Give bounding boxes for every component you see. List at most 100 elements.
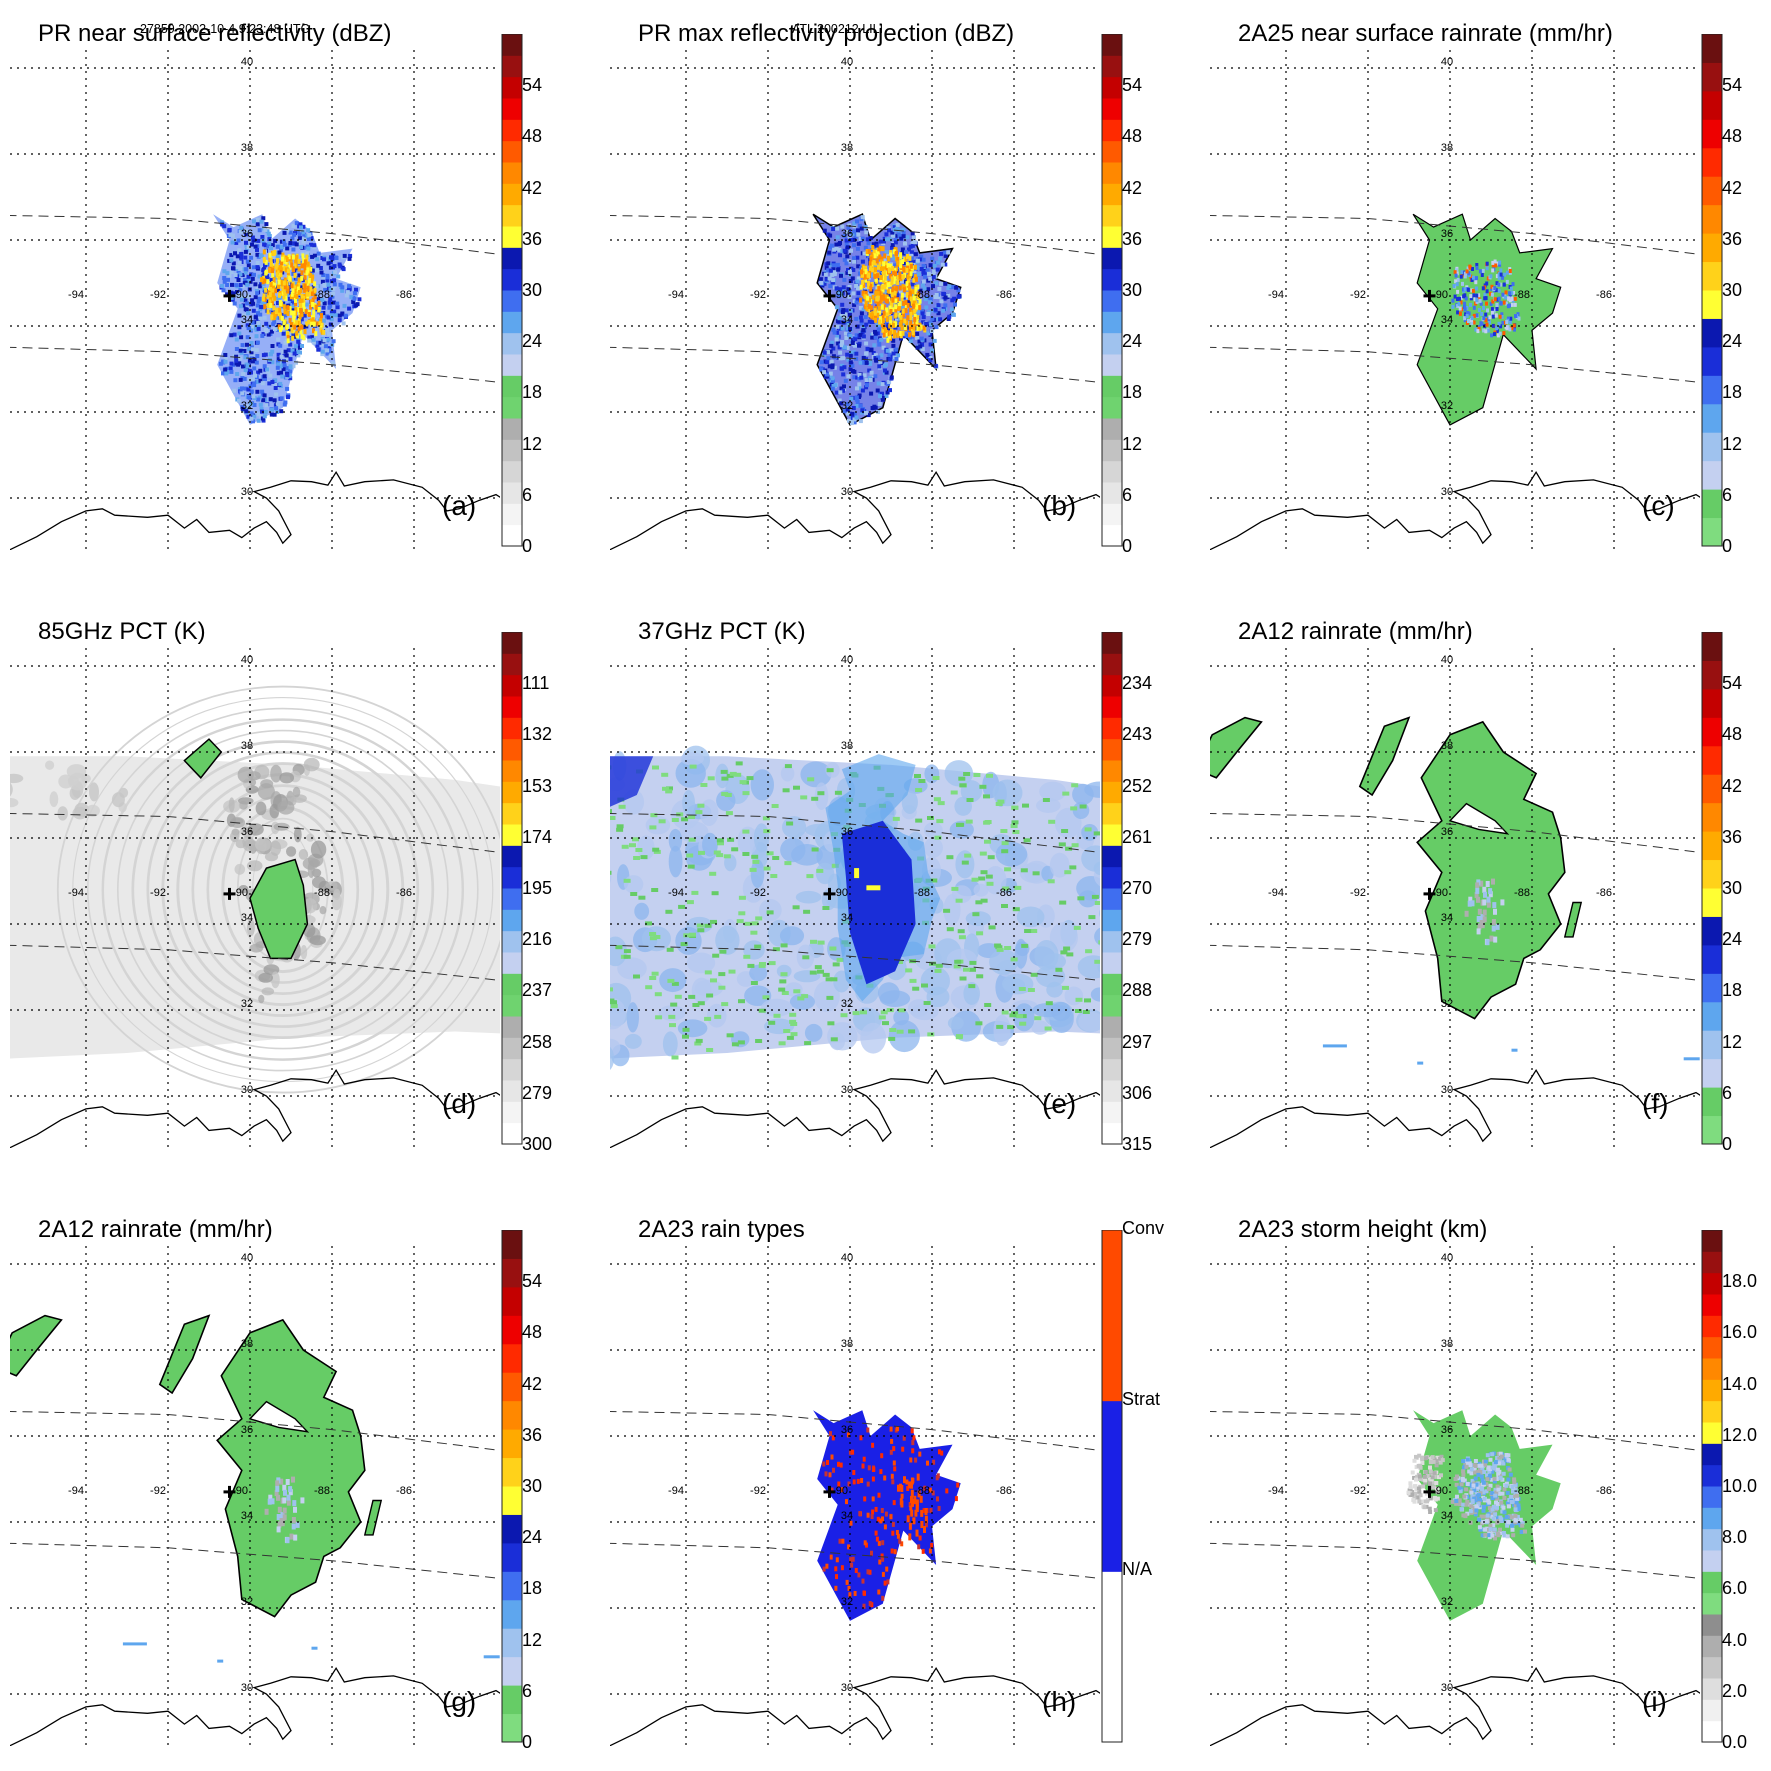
swath-edge <box>610 1542 1100 1579</box>
lon-label: -88 <box>914 1485 930 1497</box>
lat-label: 34 <box>841 314 853 326</box>
rain-gap <box>1448 802 1510 835</box>
scan-arc <box>146 751 420 1028</box>
lat-label: 32 <box>1441 1596 1453 1608</box>
lat-label: 40 <box>1441 1252 1453 1264</box>
colorbar-tick: 54 <box>1722 75 1743 96</box>
colorbar-segment <box>1702 1614 1722 1636</box>
colorbar-tick: 18 <box>1122 382 1143 403</box>
lon-label: -92 <box>150 887 166 899</box>
colorbar-segment <box>1702 1400 1722 1423</box>
colorbar-segment <box>1702 888 1722 917</box>
lon-label: -86 <box>396 887 412 899</box>
colorbar-segment <box>1702 432 1722 462</box>
colorbar-segment <box>1102 76 1122 99</box>
colorbar-segment <box>502 162 522 184</box>
colorbar-segment <box>1102 247 1122 270</box>
colorbar-tick: 36 <box>1122 228 1143 249</box>
colorbar-segment <box>502 183 522 206</box>
colorbar-tick: 42 <box>1722 177 1743 198</box>
lat-label: 34 <box>1441 1510 1453 1522</box>
panel-label: (g) <box>442 1686 477 1717</box>
colorbar <box>501 1230 523 1743</box>
lon-label: -92 <box>1350 289 1366 301</box>
colorbar-segment <box>502 226 522 248</box>
panel-title: 85GHz PCT (K) <box>38 618 206 645</box>
colorbar-tick: 111 <box>522 673 550 694</box>
colorbar-segment <box>502 1343 522 1373</box>
gulf-coastline <box>1210 1666 1700 1746</box>
colorbar-segment <box>1102 311 1122 334</box>
lon-label: -86 <box>1596 1485 1612 1497</box>
colorbar-segment <box>1702 944 1722 974</box>
colorbar-tick: 36 <box>1722 228 1743 249</box>
lat-label: 40 <box>241 654 253 666</box>
colorbar-segment <box>1102 866 1122 889</box>
lat-label: 32 <box>1441 998 1453 1010</box>
colorbar-segment <box>1102 717 1122 740</box>
colorbar-tick: 2.0 <box>1722 1680 1748 1701</box>
colorbar-tick: 16.0 <box>1722 1322 1758 1343</box>
colorbar-tick: 42 <box>522 1373 543 1394</box>
lon-label: -86 <box>396 1485 412 1497</box>
colorbar-segment <box>502 632 522 654</box>
lat-label: 36 <box>1441 826 1453 838</box>
panel-label: (d) <box>442 1088 477 1119</box>
graticule <box>1210 648 1700 1148</box>
colorbar-tick: 30 <box>1122 280 1143 300</box>
colorbar-segment <box>502 482 522 504</box>
colorbar-segment <box>502 888 522 910</box>
rain-gap <box>248 1400 310 1433</box>
colorbar-segment <box>502 140 522 163</box>
swath-edge <box>10 214 500 255</box>
panel-label: (i) <box>1642 1686 1667 1717</box>
data-field <box>1412 213 1562 426</box>
lon-label: -92 <box>750 1485 766 1497</box>
colorbar-segment <box>1702 632 1722 661</box>
colorbar-tick: 36 <box>522 228 543 249</box>
colorbar-tick: 12 <box>1722 1031 1743 1052</box>
storm-center-marker <box>1423 289 1436 302</box>
panel-label: (c) <box>1642 490 1675 521</box>
colorbar-segment <box>502 994 522 1017</box>
colorbar-segment <box>1102 332 1122 355</box>
lat-label: 38 <box>1441 740 1453 752</box>
colorbar-segment <box>502 1037 522 1060</box>
colorbar-segment <box>502 1514 522 1544</box>
light-rain <box>1417 1061 1424 1065</box>
swath-edges <box>1210 214 1700 383</box>
colorbar-segment <box>502 1080 522 1102</box>
colorbar-segment <box>502 354 522 376</box>
storm-center-marker <box>823 887 836 900</box>
panel-label: (b) <box>1042 490 1077 521</box>
lat-label: 38 <box>841 142 853 154</box>
rain-region <box>1416 720 1566 1020</box>
colorbar-segment <box>502 503 522 526</box>
colorbar-tick: 6 <box>522 1680 533 1701</box>
colorbar-tick: 0 <box>522 536 533 556</box>
lon-label: -88 <box>1514 289 1530 301</box>
lon-label: -90 <box>832 1485 848 1497</box>
rain-region <box>1210 716 1263 779</box>
colorbar-tick: 237 <box>522 980 553 1001</box>
colorbar-segment <box>1702 119 1722 149</box>
colorbar-segment <box>1102 760 1122 782</box>
colorbar-tick: 18 <box>1722 382 1743 403</box>
colorbar-segment <box>1702 973 1722 1003</box>
colorbar-segment <box>1702 1336 1722 1359</box>
lon-label: -86 <box>996 887 1012 899</box>
light-rain <box>311 1646 318 1650</box>
lon-label: -92 <box>750 289 766 301</box>
colorbar-segment <box>1702 204 1722 234</box>
colorbar-segment <box>1702 460 1722 490</box>
colorbar-tick: 18 <box>522 1578 543 1599</box>
colorbar-segment <box>1702 375 1722 405</box>
lon-label: -88 <box>1514 1485 1530 1497</box>
colorbar-segment <box>1702 1294 1722 1316</box>
colorbar-tick: 24 <box>1122 331 1143 352</box>
light-rain <box>1683 1057 1700 1061</box>
colorbar-tick: 18.0 <box>1722 1271 1758 1292</box>
colorbar-tick: 12 <box>522 1629 543 1650</box>
